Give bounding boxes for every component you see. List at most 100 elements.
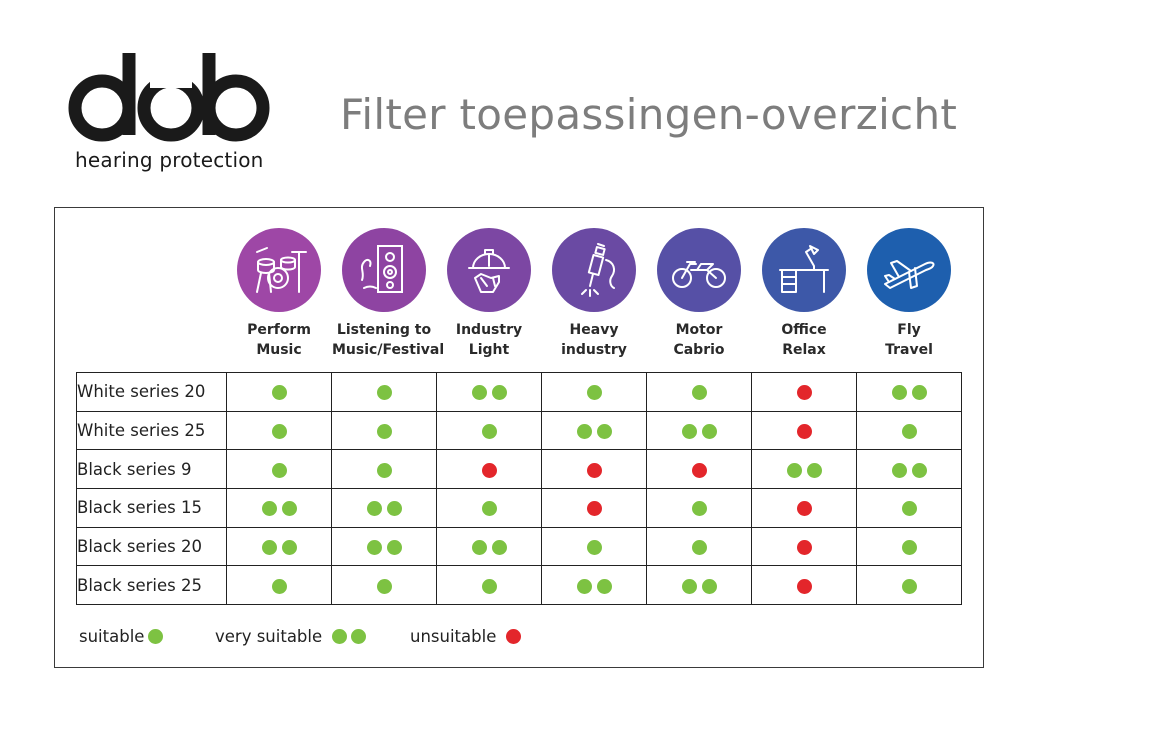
rating-cell <box>436 410 542 451</box>
rating-cell <box>436 449 542 490</box>
rating-cell <box>331 488 437 528</box>
green-dot-icon <box>366 540 382 556</box>
rating-cell <box>226 526 332 567</box>
red-dot-icon <box>481 462 497 478</box>
green-dot-icon <box>586 540 602 556</box>
rating-cell <box>751 488 857 528</box>
application-label: Listening to Music/Festival <box>332 322 445 358</box>
rating-cell <box>541 565 647 606</box>
table-row: White series 25 <box>76 410 962 451</box>
green-dot-icon <box>366 501 382 517</box>
rating-cell <box>856 372 962 412</box>
application-heavy-industry: Heavy industry <box>542 228 646 360</box>
green-dot-icon <box>332 629 348 644</box>
table-row: White series 20 <box>76 372 962 412</box>
green-dot-icon <box>586 385 602 401</box>
motorcycle-icon <box>672 261 726 288</box>
green-dot-icon <box>891 462 907 478</box>
green-dot-icon <box>701 424 717 440</box>
green-dot-icon <box>271 462 287 478</box>
rating-cell <box>436 372 542 412</box>
green-dot-icon <box>701 578 717 594</box>
rating-cell <box>856 488 962 528</box>
rating-cell <box>436 526 542 567</box>
rating-cell <box>856 565 962 606</box>
rating-cell <box>226 449 332 490</box>
green-dot-icon <box>806 462 822 478</box>
legend-suitable: suitable <box>79 627 166 646</box>
rating-cell <box>436 488 542 528</box>
drum-kit-icon <box>256 247 307 293</box>
rating-cell <box>331 410 437 451</box>
application-label: Motor Cabrio <box>673 322 725 358</box>
filter-overview-panel: Perform Music Listening to Music/Festival <box>54 207 984 668</box>
green-dot-icon <box>901 501 917 517</box>
row-label: Black series 9 <box>76 449 227 490</box>
green-dot-icon <box>271 424 287 440</box>
red-dot-icon <box>586 462 602 478</box>
rating-cell <box>226 372 332 412</box>
application-listening-festival: Listening to Music/Festival <box>332 228 445 360</box>
application-label: Heavy industry <box>561 322 627 358</box>
green-dot-icon <box>901 424 917 440</box>
green-dot-icon <box>271 578 287 594</box>
application-label: Industry Light <box>455 322 523 358</box>
application-icon-circle <box>867 228 951 312</box>
green-dot-icon <box>386 501 402 517</box>
red-dot-icon <box>586 501 602 517</box>
rating-cell <box>646 488 752 528</box>
application-icon-circle <box>237 228 321 312</box>
green-dot-icon <box>491 540 507 556</box>
rating-cell <box>646 372 752 412</box>
rating-cell <box>226 488 332 528</box>
green-dot-icon <box>281 501 297 517</box>
rating-cell <box>856 449 962 490</box>
row-label: White series 25 <box>76 410 227 451</box>
speaker-icon <box>360 245 403 293</box>
green-dot-icon <box>691 540 707 556</box>
rating-cell <box>541 488 647 528</box>
green-dot-icon <box>891 385 907 401</box>
table-row: Black series 20 <box>76 526 962 567</box>
green-dot-icon <box>376 462 392 478</box>
green-dot-icon <box>691 385 707 401</box>
green-dot-icon <box>911 385 927 401</box>
red-dot-icon <box>796 578 812 594</box>
dob-logo-mark <box>68 53 270 142</box>
table-row: Black series 15 <box>76 488 962 528</box>
hardhat-gloves-icon <box>468 249 510 293</box>
green-dot-icon <box>350 629 366 644</box>
green-dot-icon <box>148 629 164 644</box>
green-dot-icon <box>481 424 497 440</box>
green-dot-icon <box>281 540 297 556</box>
logo-tagline: hearing protection <box>75 148 264 172</box>
red-dot-icon <box>796 501 812 517</box>
application-office-relax: Office Relax <box>752 228 856 360</box>
rating-cell <box>331 526 437 567</box>
red-dot-icon <box>691 462 707 478</box>
application-fly-travel: Fly Travel <box>857 228 961 360</box>
rating-cell <box>541 372 647 412</box>
legend-unsuitable-label: unsuitable <box>410 627 497 646</box>
rating-cell <box>226 410 332 451</box>
red-dot-icon <box>506 629 522 644</box>
application-industry-light: Industry Light <box>437 228 541 360</box>
row-label: Black series 25 <box>76 565 227 606</box>
application-motor-cabrio: Motor Cabrio <box>647 228 751 360</box>
green-dot-icon <box>271 385 287 401</box>
rating-cell <box>541 449 647 490</box>
green-dot-icon <box>376 385 392 401</box>
red-dot-icon <box>796 540 812 556</box>
dob-logo: hearing protection <box>66 50 272 175</box>
green-dot-icon <box>901 578 917 594</box>
application-icon-circle <box>762 228 846 312</box>
rating-cell <box>436 565 542 606</box>
green-dot-icon <box>786 462 802 478</box>
green-dot-icon <box>596 424 612 440</box>
green-dot-icon <box>911 462 927 478</box>
row-label: Black series 15 <box>76 488 227 528</box>
green-dot-icon <box>576 424 592 440</box>
rating-cell <box>226 565 332 606</box>
red-dot-icon <box>796 385 812 401</box>
green-dot-icon <box>681 578 697 594</box>
